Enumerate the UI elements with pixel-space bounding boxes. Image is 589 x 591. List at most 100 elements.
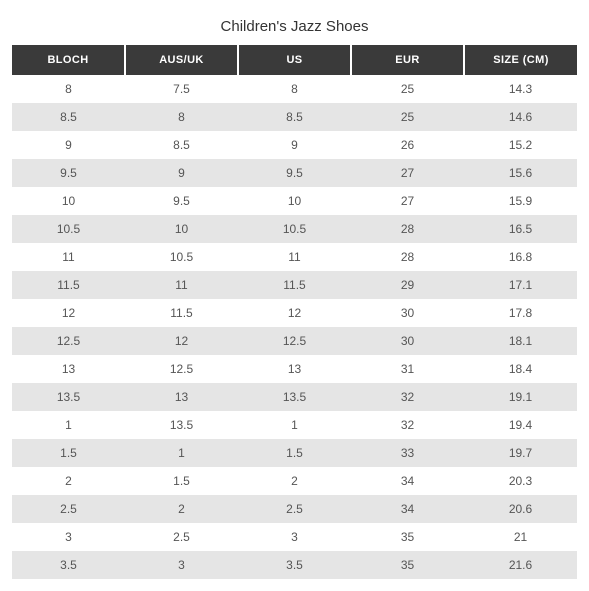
table-cell: 20.3 xyxy=(464,467,577,495)
table-cell: 8.5 xyxy=(125,131,238,159)
table-cell: 8 xyxy=(238,75,351,103)
table-row: 87.582514.3 xyxy=(12,75,577,103)
table-cell: 12.5 xyxy=(12,327,125,355)
table-row: 12.51212.53018.1 xyxy=(12,327,577,355)
table-cell: 2 xyxy=(238,467,351,495)
table-row: 21.523420.3 xyxy=(12,467,577,495)
table-cell: 34 xyxy=(351,467,464,495)
table-cell: 3 xyxy=(12,523,125,551)
table-cell: 25 xyxy=(351,103,464,131)
table-cell: 26 xyxy=(351,131,464,159)
col-header-sizecm: SIZE (CM) xyxy=(464,45,577,75)
table-row: 1110.5112816.8 xyxy=(12,243,577,271)
table-cell: 13 xyxy=(238,355,351,383)
table-title: Children's Jazz Shoes xyxy=(12,12,577,45)
table-row: 3.533.53521.6 xyxy=(12,551,577,579)
table-cell: 1 xyxy=(238,411,351,439)
table-cell: 10 xyxy=(238,187,351,215)
table-cell: 28 xyxy=(351,243,464,271)
table-cell: 2.5 xyxy=(125,523,238,551)
table-cell: 9.5 xyxy=(238,159,351,187)
table-cell: 14.3 xyxy=(464,75,577,103)
table-cell: 17.8 xyxy=(464,299,577,327)
col-header-eur: EUR xyxy=(351,45,464,75)
table-cell: 15.2 xyxy=(464,131,577,159)
table-cell: 3.5 xyxy=(238,551,351,579)
table-cell: 18.4 xyxy=(464,355,577,383)
table-cell: 25 xyxy=(351,75,464,103)
table-cell: 28 xyxy=(351,215,464,243)
table-cell: 1.5 xyxy=(125,467,238,495)
col-header-bloch: BLOCH xyxy=(12,45,125,75)
table-cell: 32 xyxy=(351,383,464,411)
table-row: 98.592615.2 xyxy=(12,131,577,159)
table-cell: 12 xyxy=(125,327,238,355)
table-cell: 8.5 xyxy=(12,103,125,131)
table-cell: 11 xyxy=(238,243,351,271)
table-cell: 30 xyxy=(351,299,464,327)
table-row: 10.51010.52816.5 xyxy=(12,215,577,243)
table-cell: 18.1 xyxy=(464,327,577,355)
table-cell: 33 xyxy=(351,439,464,467)
table-row: 8.588.52514.6 xyxy=(12,103,577,131)
table-row: 9.599.52715.6 xyxy=(12,159,577,187)
table-cell: 10 xyxy=(12,187,125,215)
table-row: 109.5102715.9 xyxy=(12,187,577,215)
table-cell: 9 xyxy=(12,131,125,159)
table-cell: 21.6 xyxy=(464,551,577,579)
table-cell: 12 xyxy=(238,299,351,327)
table-cell: 9 xyxy=(238,131,351,159)
table-cell: 11 xyxy=(125,271,238,299)
size-chart-table: BLOCH AUS/UK US EUR SIZE (CM) 87.582514.… xyxy=(12,45,577,579)
table-row: 1211.5123017.8 xyxy=(12,299,577,327)
header-row: BLOCH AUS/UK US EUR SIZE (CM) xyxy=(12,45,577,75)
table-cell: 30 xyxy=(351,327,464,355)
table-cell: 35 xyxy=(351,523,464,551)
table-cell: 13.5 xyxy=(12,383,125,411)
table-cell: 35 xyxy=(351,551,464,579)
table-cell: 8 xyxy=(12,75,125,103)
table-row: 1312.5133118.4 xyxy=(12,355,577,383)
table-cell: 13 xyxy=(125,383,238,411)
table-cell: 13 xyxy=(12,355,125,383)
table-cell: 8 xyxy=(125,103,238,131)
table-cell: 12.5 xyxy=(238,327,351,355)
table-cell: 1 xyxy=(125,439,238,467)
table-cell: 1.5 xyxy=(12,439,125,467)
table-cell: 19.7 xyxy=(464,439,577,467)
table-cell: 3 xyxy=(238,523,351,551)
table-cell: 16.5 xyxy=(464,215,577,243)
table-row: 11.51111.52917.1 xyxy=(12,271,577,299)
table-cell: 27 xyxy=(351,187,464,215)
table-row: 32.533521 xyxy=(12,523,577,551)
table-cell: 9 xyxy=(125,159,238,187)
table-cell: 15.9 xyxy=(464,187,577,215)
table-cell: 9.5 xyxy=(12,159,125,187)
table-cell: 7.5 xyxy=(125,75,238,103)
table-cell: 19.1 xyxy=(464,383,577,411)
col-header-us: US xyxy=(238,45,351,75)
table-cell: 29 xyxy=(351,271,464,299)
table-cell: 13.5 xyxy=(125,411,238,439)
table-cell: 19.4 xyxy=(464,411,577,439)
table-cell: 1 xyxy=(12,411,125,439)
table-cell: 11.5 xyxy=(12,271,125,299)
table-cell: 12.5 xyxy=(125,355,238,383)
table-row: 1.511.53319.7 xyxy=(12,439,577,467)
table-cell: 14.6 xyxy=(464,103,577,131)
table-cell: 2 xyxy=(12,467,125,495)
table-cell: 16.8 xyxy=(464,243,577,271)
table-cell: 12 xyxy=(12,299,125,327)
table-cell: 32 xyxy=(351,411,464,439)
table-cell: 27 xyxy=(351,159,464,187)
table-cell: 11.5 xyxy=(238,271,351,299)
table-row: 113.513219.4 xyxy=(12,411,577,439)
table-cell: 10.5 xyxy=(125,243,238,271)
table-cell: 11.5 xyxy=(125,299,238,327)
table-cell: 1.5 xyxy=(238,439,351,467)
table-row: 13.51313.53219.1 xyxy=(12,383,577,411)
col-header-ausuk: AUS/UK xyxy=(125,45,238,75)
table-cell: 21 xyxy=(464,523,577,551)
table-cell: 11 xyxy=(12,243,125,271)
table-cell: 3.5 xyxy=(12,551,125,579)
